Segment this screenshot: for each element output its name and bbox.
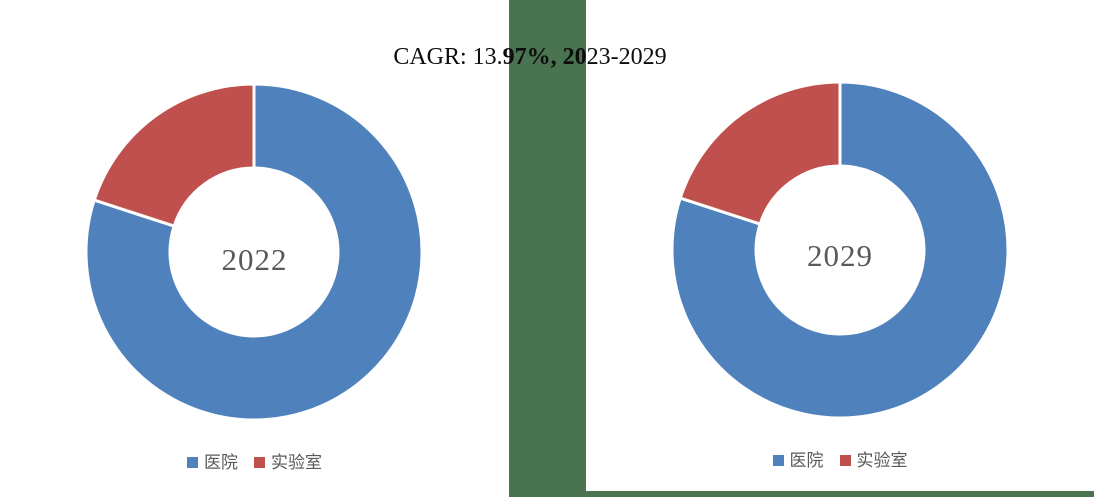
chart-title-segment: 23-2029 — [586, 44, 667, 70]
donut-center-label-2029: 2029 — [807, 238, 873, 273]
legend-label-laboratory: 实验室 — [856, 451, 908, 470]
legend-label-hospital: 医院 — [204, 453, 238, 472]
chart-panel-2022: 2022 医院 实验室 — [0, 0, 509, 499]
donut-slice-hospital — [670, 80, 1010, 420]
chart-panel-2029: 2029 医院 实验室 — [586, 0, 1094, 491]
donut-slice-hospital — [84, 82, 424, 422]
legend-item-hospital: 医院 — [187, 454, 238, 471]
legend-label-laboratory: 实验室 — [271, 453, 322, 472]
donut-slice-laboratory — [678, 80, 842, 226]
donut-center-label-2022: 2022 — [221, 242, 288, 277]
legend-swatch-hospital-icon — [772, 455, 784, 466]
donut-chart-2029 — [670, 80, 1010, 420]
chart-title-segment-bold: 97%, 20 — [502, 44, 587, 70]
legend-label-hospital: 医院 — [789, 451, 824, 470]
legend: 医院 实验室 — [586, 452, 1094, 469]
legend-item-laboratory: 实验室 — [254, 454, 322, 471]
donut-chart-2022 — [84, 82, 424, 422]
legend-swatch-hospital-icon — [187, 457, 198, 468]
legend: 医院 实验室 — [0, 454, 509, 471]
legend-swatch-laboratory-icon — [839, 455, 851, 466]
legend-swatch-laboratory-icon — [254, 457, 265, 468]
legend-item-laboratory: 实验室 — [839, 451, 908, 470]
chart-title: CAGR: 13.97%, 2023-2029 — [0, 44, 1060, 71]
chart-title-segment: CAGR: 13. — [393, 44, 503, 70]
donut-slice-laboratory — [92, 82, 256, 228]
legend-item-hospital: 医院 — [772, 451, 824, 470]
